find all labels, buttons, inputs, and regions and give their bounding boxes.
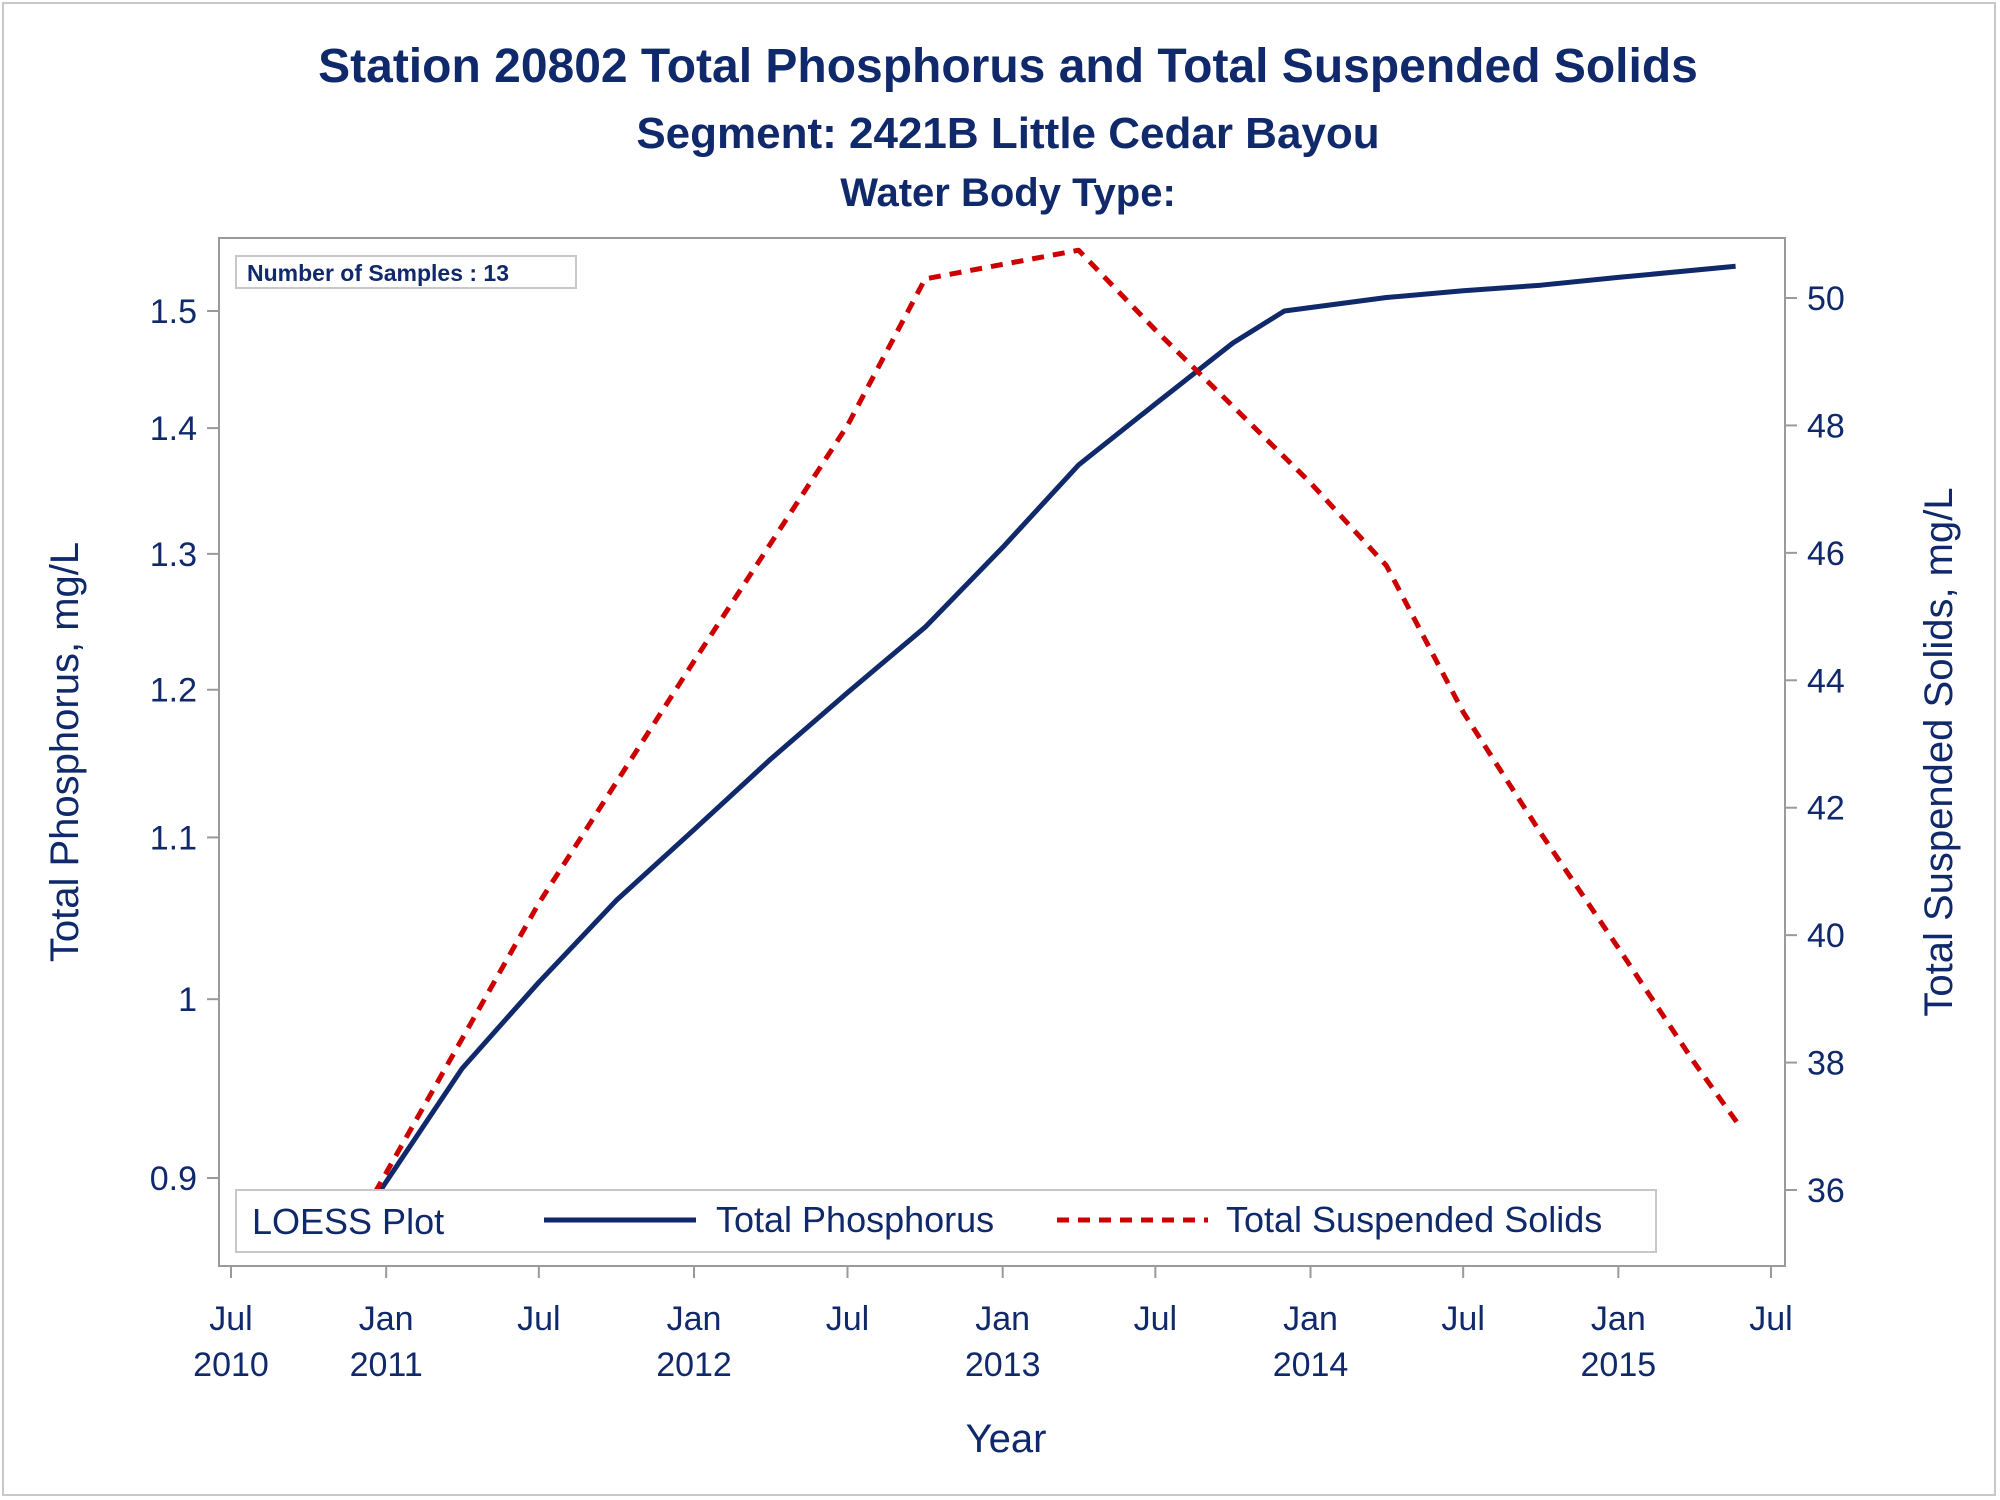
x-tick-year: 2011	[350, 1346, 423, 1384]
chart-subtitle-2: Water Body Type:	[840, 171, 1176, 215]
right-tick-label: 46	[1807, 535, 1845, 573]
right-tick-label: 44	[1807, 662, 1845, 700]
left-tick-label: 1.1	[150, 819, 197, 857]
x-axis: Jul 2010 Jan 2011 Jul Jan 2012 Jul Jan 2013 Jul Jan…	[193, 1266, 1793, 1384]
sample-count-box	[235, 255, 577, 289]
x-tick-month: Jul	[1441, 1300, 1484, 1338]
x-tick-year: 2010	[193, 1346, 269, 1384]
left-tick-label: 1.5	[150, 293, 197, 331]
sample-count-label: Number of Samples : 13	[247, 260, 509, 286]
x-tick-year: 2015	[1581, 1346, 1657, 1384]
chart-title: Station 20802 Total Phosphorus and Total…	[318, 40, 1698, 93]
legend-box	[235, 1189, 1657, 1253]
x-axis-label: Year	[966, 1417, 1047, 1461]
series-line-total-suspended-solids	[341, 247, 1742, 1249]
x-tick-month: Jan	[359, 1300, 414, 1338]
right-tick-label: 48	[1807, 407, 1845, 445]
x-tick-month: Jan	[1283, 1300, 1338, 1338]
right-axis: 36 38 40 42 44 46 48 50	[1785, 280, 1845, 1210]
series-layer	[341, 247, 1742, 1249]
plot-area	[218, 237, 1786, 1267]
x-tick-year: 2012	[656, 1346, 732, 1384]
legend: LOESS Plot Total Phosphorus Total Suspen…	[235, 1189, 1657, 1253]
right-tick-label: 38	[1807, 1045, 1845, 1083]
x-tick-month: Jul	[1749, 1300, 1792, 1338]
right-tick-label: 40	[1807, 917, 1845, 955]
x-tick-month: Jul	[209, 1300, 252, 1338]
x-tick-month: Jan	[1591, 1300, 1646, 1338]
right-axis-label: Total Suspended Solids, mg/L	[1917, 487, 1961, 1016]
series-line-total-phosphorus	[341, 263, 1736, 1247]
right-tick-label: 42	[1807, 790, 1845, 828]
left-tick-label: 1.3	[150, 536, 197, 574]
x-tick-month: Jul	[517, 1300, 560, 1338]
x-tick-month: Jul	[1134, 1300, 1177, 1338]
right-tick-label: 36	[1807, 1172, 1845, 1210]
left-axis: 0.9 1 1.1 1.2 1.3 1.4 1.5	[150, 293, 219, 1198]
x-tick-month: Jan	[975, 1300, 1030, 1338]
left-tick-label: 0.9	[150, 1160, 197, 1198]
x-tick-year: 2013	[965, 1346, 1041, 1384]
legend-title: LOESS Plot	[252, 1201, 444, 1242]
legend-entry-total-suspended-solids: Total Suspended Solids	[1226, 1199, 1602, 1240]
left-tick-label: 1	[178, 981, 197, 1019]
left-tick-label: 1.4	[150, 410, 197, 448]
right-tick-label: 50	[1807, 280, 1845, 318]
left-tick-label: 1.2	[150, 672, 197, 710]
x-tick-month: Jan	[667, 1300, 722, 1338]
left-axis-label: Total Phosphorus, mg/L	[43, 542, 87, 962]
legend-entry-total-phosphorus: Total Phosphorus	[716, 1199, 994, 1240]
x-tick-year: 2014	[1273, 1346, 1349, 1384]
x-tick-month: Jul	[826, 1300, 869, 1338]
chart-subtitle: Segment: 2421B Little Cedar Bayou	[636, 109, 1379, 158]
